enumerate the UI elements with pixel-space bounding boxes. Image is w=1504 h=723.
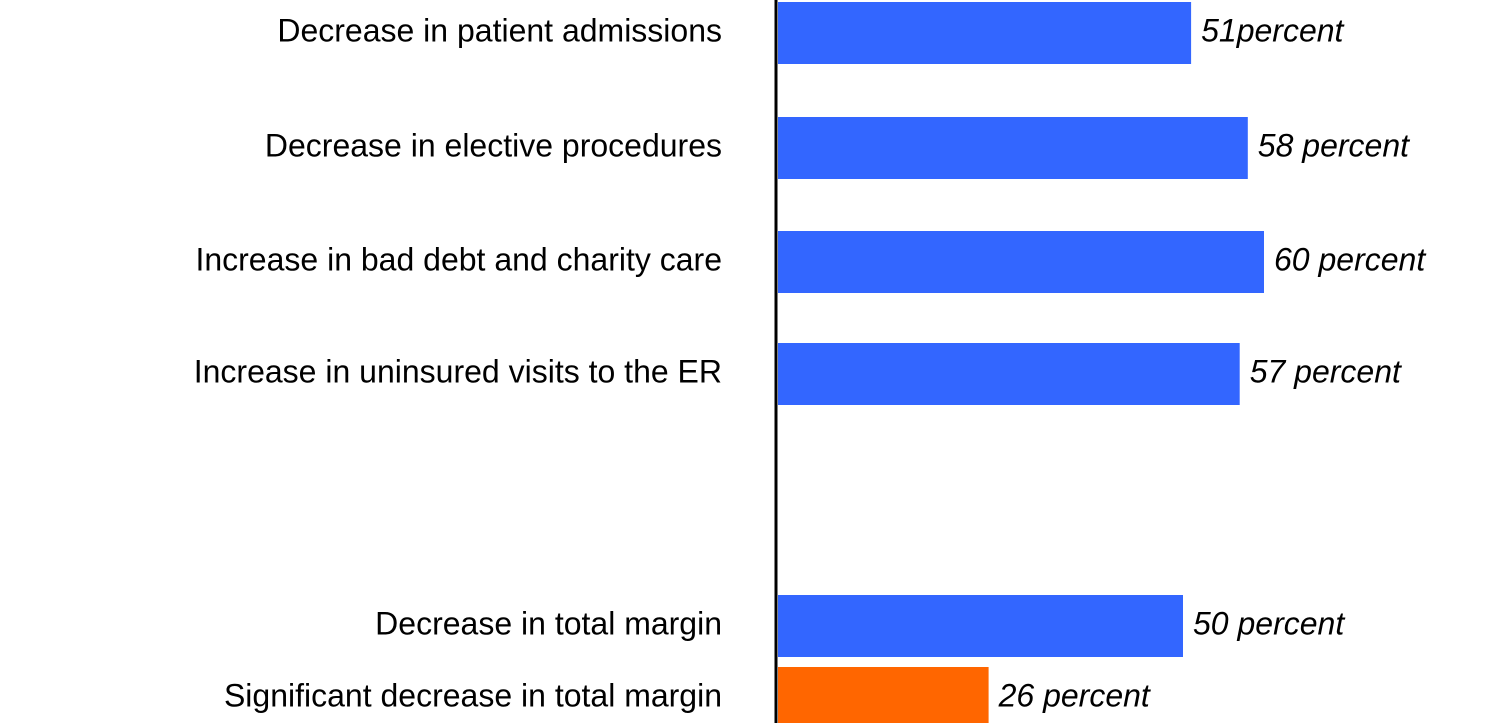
category-label: Increase in uninsured visits to the ER <box>194 353 722 389</box>
value-label: 57 percent <box>1250 353 1402 389</box>
bar <box>778 2 1192 64</box>
value-label: 50 percent <box>1193 605 1345 641</box>
category-label: Decrease in patient admissions <box>277 12 722 48</box>
value-label: 51percent <box>1201 12 1344 48</box>
bar <box>778 117 1248 179</box>
category-label: Significant decrease in total margin <box>224 677 722 713</box>
bar <box>778 343 1240 405</box>
category-label: Decrease in elective procedures <box>265 127 722 163</box>
bar <box>778 595 1183 657</box>
value-label: 60 percent <box>1274 241 1426 277</box>
category-label: Decrease in total margin <box>375 605 722 641</box>
bar <box>778 667 989 723</box>
category-label: Increase in bad debt and charity care <box>195 241 722 277</box>
value-label: 58 percent <box>1258 127 1410 163</box>
value-label: 26 percent <box>998 677 1151 713</box>
bar <box>778 231 1264 293</box>
